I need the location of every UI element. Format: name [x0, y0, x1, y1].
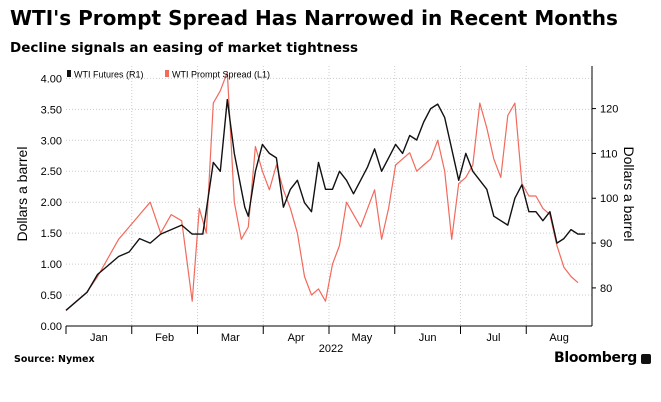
legend-label-spread: WTI Prompt Spread (L1)	[172, 70, 270, 80]
y-right-tick-label: 110	[600, 148, 618, 160]
right-axis-title: Dollars a barrel	[621, 147, 637, 242]
y-right-tick-label: 80	[600, 283, 612, 295]
chart-subtitle: Decline signals an easing of market tigh…	[10, 40, 359, 56]
x-tick-label: Mar	[221, 332, 240, 344]
x-tick-label: Jul	[486, 332, 500, 344]
x-tick-label: Feb	[155, 332, 174, 344]
y-right-tick-label: 120	[600, 104, 618, 116]
y-left-tick-label: 0.00	[41, 321, 62, 333]
y-left-tick-label: 3.00	[41, 135, 62, 147]
bloomberg-logo: Bloomberg	[553, 350, 637, 366]
legend-swatch-spread	[165, 70, 169, 77]
data-series	[65, 71, 585, 311]
y-left-tick-label: 4.00	[41, 73, 62, 85]
y-left-tick-label: 3.50	[41, 104, 62, 116]
y-right-tick-label: 90	[600, 238, 612, 250]
legend-label-futures: WTI Futures (R1)	[74, 70, 144, 80]
x-axis-year-label: 2022	[319, 343, 343, 355]
grid-lines	[66, 66, 592, 327]
left-axis-title: Dollars a barrel	[14, 147, 30, 242]
y-left-tick-label: 1.00	[41, 259, 62, 271]
legend: WTI Futures (R1) WTI Prompt Spread (L1)	[67, 70, 270, 80]
x-tick-label: Apr	[288, 332, 305, 344]
y-right-tick-label: 100	[600, 193, 618, 205]
x-tick-label: May	[351, 332, 372, 344]
chart-axes: 0.00 0.50 1.00 1.50 2.00 2.50 3.00 3.50 4.00 80 90…	[41, 66, 618, 344]
y-left-tick-label: 2.00	[41, 197, 62, 209]
x-tick-label: Aug	[549, 332, 569, 344]
chart-title: WTI's Prompt Spread Has Narrowed in Rece…	[10, 6, 618, 30]
legend-swatch-futures	[67, 70, 71, 77]
bloomberg-logo-icon	[641, 354, 651, 364]
source-note: Source: Nymex	[14, 354, 95, 365]
futures-line	[65, 98, 585, 311]
x-tick-label: Jun	[419, 332, 437, 344]
y-left-tick-label: 0.50	[41, 290, 62, 302]
y-left-tick-label: 1.50	[41, 228, 62, 240]
spread-line	[65, 71, 579, 311]
y-left-tick-label: 2.50	[41, 166, 62, 178]
x-tick-label: Jan	[90, 332, 108, 344]
